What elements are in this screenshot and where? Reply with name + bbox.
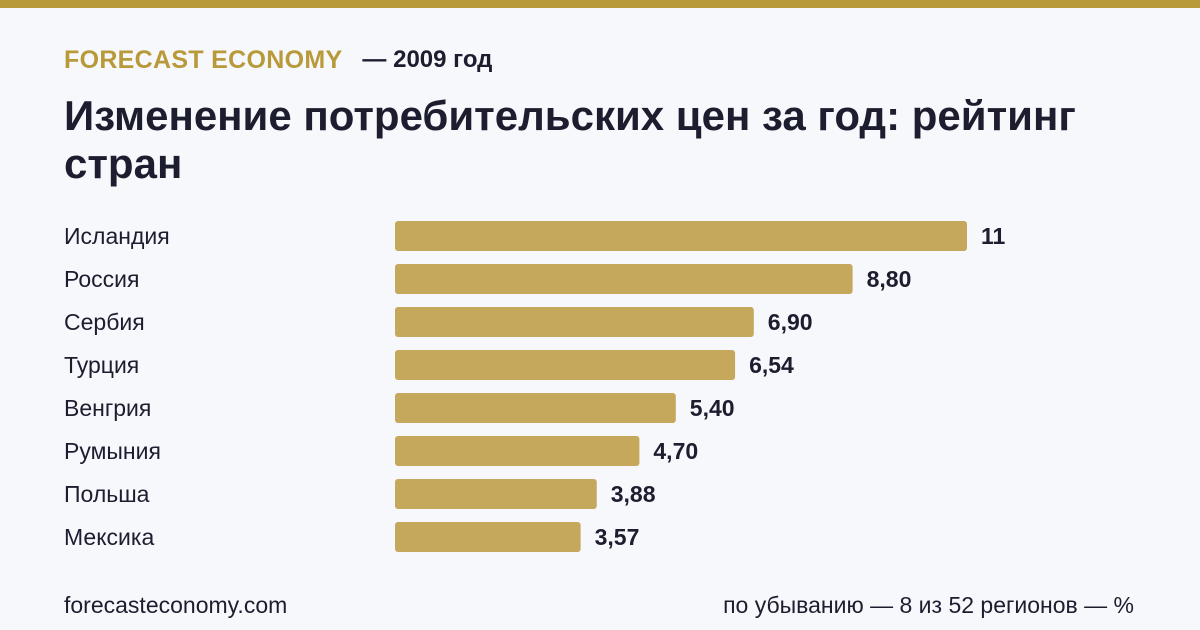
brand-name: FORECAST ECONOMY bbox=[64, 45, 343, 74]
category-label: Венгрия bbox=[64, 395, 151, 421]
category-label: Турция bbox=[64, 352, 139, 378]
category-label: Исландия bbox=[64, 223, 170, 249]
bar bbox=[395, 436, 640, 466]
header-row: FORECAST ECONOMY — 2009 год bbox=[64, 44, 492, 76]
chart-title: Изменение потребительских цен за год: ре… bbox=[64, 92, 1076, 187]
value-label: 6,54 bbox=[749, 352, 794, 378]
bar bbox=[395, 522, 581, 552]
value-label: 3,57 bbox=[595, 524, 640, 550]
source-label: forecasteconomy.com bbox=[64, 592, 288, 618]
category-label: Польша bbox=[64, 481, 150, 507]
value-label: 6,90 bbox=[768, 309, 813, 335]
value-label: 8,80 bbox=[867, 266, 912, 292]
bar bbox=[395, 307, 754, 337]
bar bbox=[395, 221, 967, 251]
top-accent-bar bbox=[0, 0, 1200, 8]
bar bbox=[395, 264, 853, 294]
category-label: Россия bbox=[64, 266, 139, 292]
value-label: 11 bbox=[981, 223, 1006, 249]
period-label: — 2009 год bbox=[362, 46, 493, 73]
bar bbox=[395, 479, 597, 509]
value-label: 3,88 bbox=[611, 481, 656, 507]
category-label: Сербия bbox=[64, 309, 145, 335]
value-label: 5,40 bbox=[690, 395, 735, 421]
value-label: 4,70 bbox=[653, 438, 698, 464]
bar bbox=[395, 393, 676, 423]
category-label: Румыния bbox=[64, 438, 161, 464]
category-label: Мексика bbox=[64, 524, 154, 550]
bar bbox=[395, 350, 736, 380]
chart-note: по убыванию — 8 из 52 регионов — % bbox=[723, 592, 1134, 618]
